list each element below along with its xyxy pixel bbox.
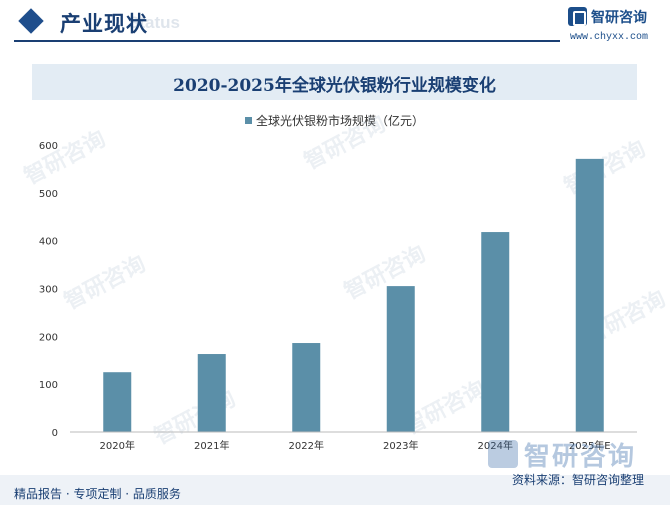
y-tick-label: 200	[39, 332, 58, 343]
data-source: 资料来源：智研咨询整理	[512, 473, 645, 487]
x-axis-ticks: 2020年 2021年 2022年 2023年 2024年 2025年E	[100, 439, 611, 452]
bar-0	[103, 372, 132, 432]
legend-label: 全球光伏银粉市场规模（亿元）	[256, 114, 425, 128]
x-tick-label: 2021年	[194, 439, 229, 452]
bar-2	[292, 343, 321, 432]
logo-url: www.chyxx.com	[570, 32, 649, 43]
section-title: 产业现状	[60, 12, 148, 36]
chyxx-logo-icon	[488, 440, 518, 468]
x-tick-label: 2023年	[383, 439, 418, 452]
footer-slogan: 精品报告 · 专项定制 · 品质服务	[14, 487, 181, 501]
header-divider	[14, 40, 560, 42]
y-axis-ticks: 0 100 200 300 400 500 600	[39, 141, 58, 439]
y-tick-label: 100	[39, 380, 58, 391]
legend-swatch	[245, 117, 252, 124]
bottom-logo-text: 智研咨询	[524, 442, 637, 472]
header: Status 产业现状 智研咨询 www.chyxx.com	[0, 0, 670, 46]
y-tick-label: 0	[52, 428, 58, 439]
x-tick-label: 2020年	[100, 439, 135, 452]
chart-title-band: 2020-2025年全球光伏银粉行业规模变化	[32, 64, 637, 100]
x-tick-label: 2025年E	[569, 439, 611, 452]
footer-bar	[0, 475, 670, 505]
y-tick-label: 300	[39, 285, 58, 296]
bars	[103, 158, 604, 432]
section-ghost-text: Status	[128, 13, 180, 32]
y-tick-label: 600	[39, 141, 58, 152]
chyxx-logo-icon	[568, 7, 587, 26]
y-tick-label: 500	[39, 189, 58, 200]
x-tick-label: 2024年	[478, 439, 513, 452]
bar-4	[481, 232, 510, 432]
x-tick-label: 2022年	[289, 439, 324, 452]
chart-legend: 全球光伏银粉市场规模（亿元）	[245, 112, 424, 129]
bar-1	[197, 354, 226, 432]
chart-title: 2020-2025年全球光伏银粉行业规模变化	[173, 76, 496, 96]
bar-3	[386, 286, 415, 432]
bar-5	[575, 158, 604, 432]
y-tick-label: 400	[39, 237, 58, 248]
logo-name: 智研咨询	[591, 10, 647, 26]
